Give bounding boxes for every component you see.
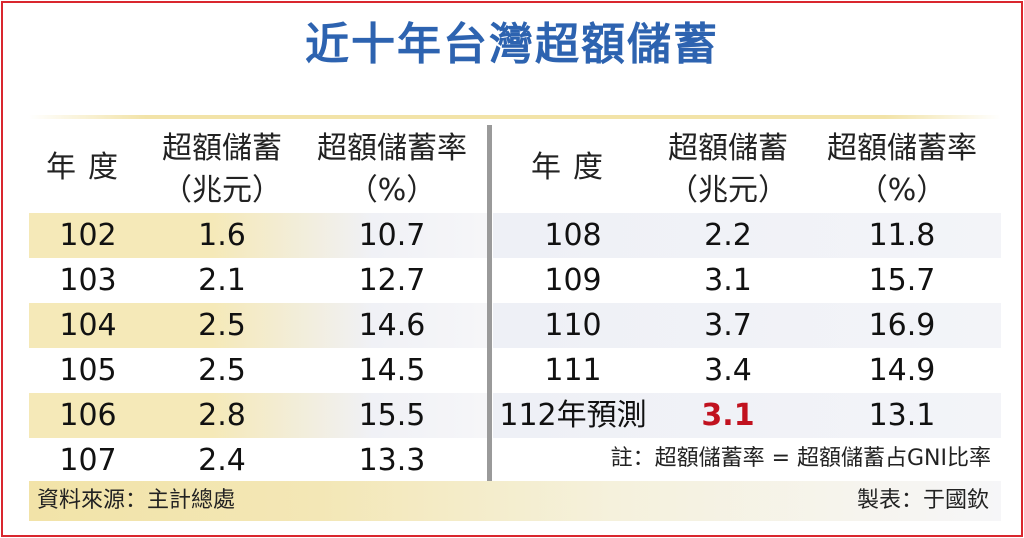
header-excess-label: 超額儲蓄 bbox=[162, 131, 282, 166]
header-rate-unit: （%） bbox=[347, 173, 437, 208]
rate-cell: 15.5 bbox=[358, 398, 426, 433]
year-cell: 102 bbox=[59, 218, 117, 253]
header-excess-unit: （兆元） bbox=[668, 173, 788, 208]
excess-cell: 3.1 bbox=[704, 263, 752, 298]
source-text: 資料來源：主計總處 bbox=[37, 488, 236, 513]
year-cell: 107 bbox=[59, 443, 117, 478]
year-cell: 103 bbox=[59, 263, 117, 298]
table-row: 104 2.5 14.6 bbox=[29, 303, 487, 348]
rate-cell: 14.5 bbox=[358, 353, 426, 388]
excess-cell: 2.2 bbox=[704, 218, 752, 253]
table-row: 111 3.4 14.9 bbox=[493, 348, 1001, 393]
header-excess: 超額儲蓄 （兆元） bbox=[147, 125, 297, 211]
excess-cell: 2.5 bbox=[198, 353, 246, 388]
rate-cell: 10.7 bbox=[358, 218, 426, 253]
table-row: 103 2.1 12.7 bbox=[29, 258, 487, 303]
year-cell: 109 bbox=[544, 263, 602, 298]
footer-bar: 資料來源：主計總處 製表：于國欽 bbox=[29, 481, 1001, 521]
table-row: 107 2.4 13.3 bbox=[29, 438, 487, 483]
table-row: 110 3.7 16.9 bbox=[493, 303, 1001, 348]
header-rate-unit: （%） bbox=[857, 173, 947, 208]
rate-cell: 12.7 bbox=[358, 263, 426, 298]
footnote: 註：超額儲蓄率 = 超額儲蓄占GNI比率 bbox=[610, 446, 991, 471]
rate-cell: 11.8 bbox=[868, 218, 936, 253]
year-cell: 105 bbox=[59, 353, 117, 388]
year-cell: 111 bbox=[544, 353, 602, 388]
rate-cell: 14.6 bbox=[358, 308, 426, 343]
header-excess: 超額儲蓄 （兆元） bbox=[653, 125, 803, 211]
page-title: 近十年台灣超額儲蓄 bbox=[305, 19, 719, 70]
header-excess-label: 超額儲蓄 bbox=[668, 131, 788, 166]
header-rate: 超額儲蓄率 （%） bbox=[803, 125, 1001, 211]
year-cell: 104 bbox=[59, 308, 117, 343]
rate-cell: 13.3 bbox=[358, 443, 426, 478]
excess-cell-highlight: 3.1 bbox=[701, 398, 755, 433]
header-excess-unit: （兆元） bbox=[162, 173, 282, 208]
year-cell: 112年預測 bbox=[499, 398, 647, 433]
excess-cell: 2.1 bbox=[198, 263, 246, 298]
table-row: 105 2.5 14.5 bbox=[29, 348, 487, 393]
table-row: 108 2.2 11.8 bbox=[493, 213, 1001, 258]
header-rate-label: 超額儲蓄率 bbox=[827, 131, 977, 166]
table-row: 102 1.6 10.7 bbox=[29, 213, 487, 258]
excess-cell: 3.7 bbox=[704, 308, 752, 343]
excess-cell: 2.8 bbox=[198, 398, 246, 433]
table-row: 109 3.1 15.7 bbox=[493, 258, 1001, 303]
credit-text: 製表：于國欽 bbox=[856, 488, 989, 513]
header-year: 年度 bbox=[46, 150, 130, 185]
table-row: 106 2.8 15.5 bbox=[29, 393, 487, 438]
excess-cell: 2.4 bbox=[198, 443, 246, 478]
year-cell: 108 bbox=[544, 218, 602, 253]
header-rate: 超額儲蓄率 （%） bbox=[297, 125, 487, 211]
rate-cell: 14.9 bbox=[868, 353, 936, 388]
column-divider bbox=[487, 125, 492, 483]
rate-cell: 15.7 bbox=[868, 263, 936, 298]
header-rate-label: 超額儲蓄率 bbox=[317, 131, 467, 166]
header-year: 年度 bbox=[531, 150, 615, 185]
excess-cell: 1.6 bbox=[198, 218, 246, 253]
rate-cell: 13.1 bbox=[868, 398, 936, 433]
excess-cell: 2.5 bbox=[198, 308, 246, 343]
table-row: 112年預測 3.1 13.1 bbox=[493, 393, 1001, 438]
rate-cell: 16.9 bbox=[868, 308, 936, 343]
year-cell: 110 bbox=[544, 308, 602, 343]
title-underline bbox=[29, 115, 1001, 119]
excess-cell: 3.4 bbox=[704, 353, 752, 388]
year-cell: 106 bbox=[59, 398, 117, 433]
